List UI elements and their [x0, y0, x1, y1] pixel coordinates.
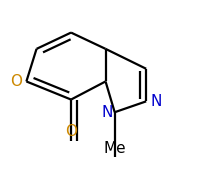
Text: O: O [10, 74, 22, 89]
Text: Me: Me [103, 141, 125, 156]
Text: N: N [149, 94, 161, 109]
Text: O: O [65, 124, 77, 139]
Text: N: N [101, 105, 112, 120]
